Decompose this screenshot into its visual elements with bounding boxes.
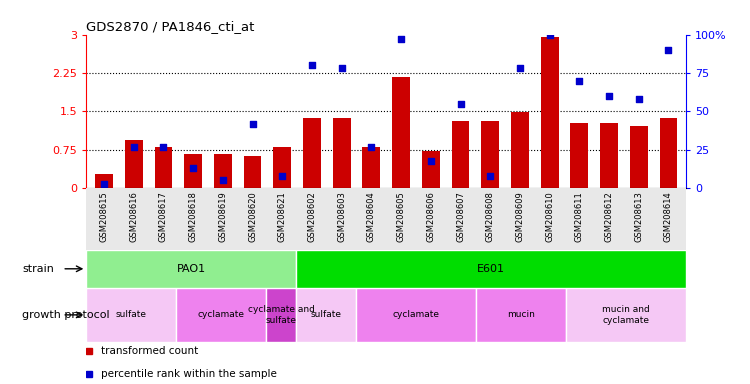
Bar xyxy=(333,118,350,188)
Point xyxy=(336,65,348,71)
Bar xyxy=(184,154,202,188)
Text: cyclamate and
sulfate: cyclamate and sulfate xyxy=(248,305,315,324)
Bar xyxy=(296,288,356,342)
Point xyxy=(395,36,407,42)
Point xyxy=(188,165,200,171)
Bar xyxy=(266,288,296,342)
Point xyxy=(276,173,288,179)
Bar xyxy=(600,122,618,188)
Text: GSM208609: GSM208609 xyxy=(515,191,524,242)
Bar xyxy=(482,121,499,188)
Text: GSM208616: GSM208616 xyxy=(129,191,138,242)
Point xyxy=(633,96,645,102)
Bar xyxy=(362,147,380,188)
Bar xyxy=(511,112,529,188)
Text: cyclamate: cyclamate xyxy=(198,310,244,319)
Text: GSM208618: GSM208618 xyxy=(189,191,198,242)
Point xyxy=(484,173,496,179)
Text: mucin and
cyclamate: mucin and cyclamate xyxy=(602,305,650,324)
Text: GSM208621: GSM208621 xyxy=(278,191,286,242)
Text: PAO1: PAO1 xyxy=(177,264,206,274)
Point xyxy=(424,157,436,164)
Text: GSM208607: GSM208607 xyxy=(456,191,465,242)
Bar xyxy=(214,154,232,188)
Text: cyclamate: cyclamate xyxy=(393,310,439,319)
Point xyxy=(544,31,556,38)
Text: GSM208608: GSM208608 xyxy=(486,191,495,242)
Text: transformed count: transformed count xyxy=(101,346,199,356)
Bar xyxy=(124,139,142,188)
Bar xyxy=(541,37,559,188)
Bar xyxy=(296,250,686,288)
Bar xyxy=(176,288,266,342)
Bar xyxy=(476,288,566,342)
Bar xyxy=(86,288,176,342)
Text: GSM208610: GSM208610 xyxy=(545,191,554,242)
Point xyxy=(454,101,466,107)
Text: E601: E601 xyxy=(477,264,506,274)
Text: GSM208612: GSM208612 xyxy=(604,191,613,242)
Point xyxy=(573,78,585,84)
Bar xyxy=(95,174,113,188)
Text: GDS2870 / PA1846_cti_at: GDS2870 / PA1846_cti_at xyxy=(86,20,254,33)
Point xyxy=(514,65,526,71)
Text: GSM208606: GSM208606 xyxy=(426,191,435,242)
Bar xyxy=(86,188,686,250)
Bar xyxy=(571,122,588,188)
Text: growth protocol: growth protocol xyxy=(22,310,110,320)
Bar xyxy=(659,118,677,188)
Point xyxy=(365,144,377,150)
Text: GSM208603: GSM208603 xyxy=(338,191,346,242)
Bar xyxy=(244,156,262,188)
Text: sulfate: sulfate xyxy=(310,310,342,319)
Text: percentile rank within the sample: percentile rank within the sample xyxy=(101,369,278,379)
Text: GSM208605: GSM208605 xyxy=(397,191,406,242)
Bar xyxy=(154,147,172,188)
Bar xyxy=(303,118,321,188)
Text: GSM208602: GSM208602 xyxy=(308,191,316,242)
Bar xyxy=(392,76,410,188)
Bar xyxy=(452,121,470,188)
Text: GSM208620: GSM208620 xyxy=(248,191,257,242)
Point xyxy=(158,144,170,150)
Text: GSM208615: GSM208615 xyxy=(100,191,109,242)
Text: GSM208613: GSM208613 xyxy=(634,191,644,242)
Point xyxy=(662,47,674,53)
Text: GSM208614: GSM208614 xyxy=(664,191,673,242)
Point xyxy=(217,177,229,184)
Text: GSM208617: GSM208617 xyxy=(159,191,168,242)
Text: strain: strain xyxy=(22,264,54,274)
Bar xyxy=(356,288,476,342)
Point xyxy=(603,93,615,99)
Bar xyxy=(86,250,296,288)
Text: sulfate: sulfate xyxy=(116,310,147,319)
Bar xyxy=(630,126,648,188)
Point xyxy=(247,121,259,127)
Point xyxy=(98,180,110,187)
Text: mucin: mucin xyxy=(507,310,536,319)
Text: GSM208604: GSM208604 xyxy=(367,191,376,242)
Text: GSM208619: GSM208619 xyxy=(218,191,227,242)
Text: GSM208611: GSM208611 xyxy=(574,191,584,242)
Bar xyxy=(274,147,291,188)
Bar xyxy=(422,151,439,188)
Point xyxy=(128,144,140,150)
Point xyxy=(306,62,318,68)
Bar xyxy=(566,288,686,342)
